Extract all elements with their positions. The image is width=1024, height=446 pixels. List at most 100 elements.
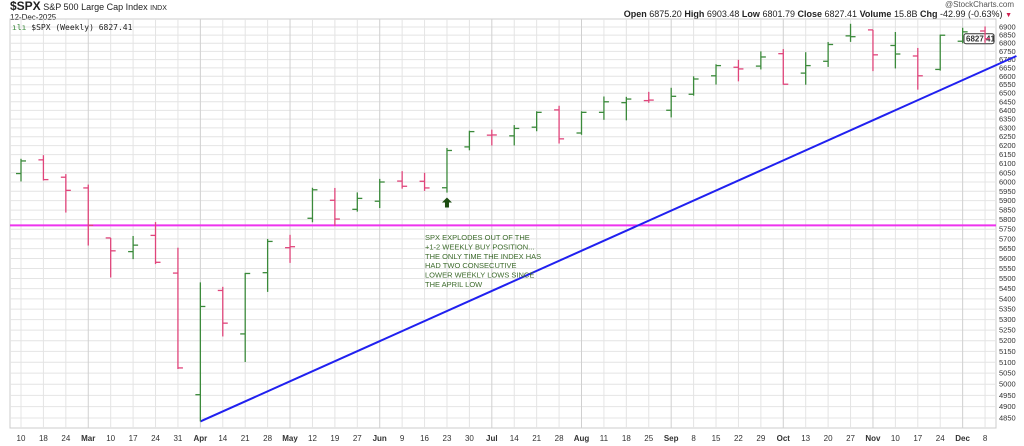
last-price-tag-box bbox=[963, 33, 995, 45]
triangle-down-icon: ▼ bbox=[1005, 12, 1012, 19]
x-tick-label: Jul bbox=[486, 434, 498, 443]
open-label: Open bbox=[623, 9, 647, 19]
index-name: S&P 500 Large Cap Index bbox=[43, 2, 148, 12]
y-tick-label: 5200 bbox=[999, 336, 1016, 345]
chg-label: Chg bbox=[920, 9, 938, 19]
trend-line bbox=[199, 55, 1017, 423]
up-arrow-icon bbox=[441, 197, 452, 208]
ohlc-bar bbox=[307, 187, 318, 223]
x-axis: 10 18 24 Mar 10 17 24 31 Apr 14 21 28 May 12 19 27 Jun 9 1… bbox=[17, 434, 988, 443]
x-tick-label: 14 bbox=[510, 434, 519, 443]
y-tick-label: 6900 bbox=[999, 23, 1016, 32]
plot-frame bbox=[9, 18, 997, 429]
y-tick-label: 6300 bbox=[999, 123, 1016, 132]
chg-value: -42.99 (-0.63%) bbox=[940, 9, 1003, 19]
ohlc-bar bbox=[598, 96, 609, 120]
y-tick-label: 5900 bbox=[999, 196, 1016, 205]
chart-title: $SPX S&P 500 Large Cap Index INDX bbox=[10, 0, 167, 15]
x-tick-label: 29 bbox=[756, 434, 765, 443]
x-tick-label: 24 bbox=[936, 434, 945, 443]
ohlc-bar bbox=[666, 87, 677, 118]
x-tick-label: Sep bbox=[664, 434, 679, 443]
ohlc-bar bbox=[262, 238, 273, 292]
exchange: INDX bbox=[150, 5, 167, 12]
y-tick-label: 4850 bbox=[999, 414, 1016, 423]
ohlc-bar bbox=[576, 111, 587, 135]
x-tick-label: 21 bbox=[241, 434, 250, 443]
ohlc-bar bbox=[755, 51, 766, 70]
y-tick-label: 6150 bbox=[999, 150, 1016, 159]
annotation-line: SPX EXPLODES OUT OF THE bbox=[425, 233, 530, 242]
x-tick-label: 27 bbox=[353, 434, 362, 443]
ohlc-bar bbox=[464, 130, 475, 151]
ohlc-bar bbox=[195, 282, 206, 422]
volume-value: 15.8B bbox=[893, 9, 918, 19]
x-tick-label: 16 bbox=[420, 434, 429, 443]
x-tick-label: 20 bbox=[824, 434, 833, 443]
x-tick-label: 18 bbox=[622, 434, 631, 443]
x-tick-label: 28 bbox=[263, 434, 272, 443]
y-tick-label: 6800 bbox=[999, 39, 1016, 48]
ohlc-bar-icon: ılı bbox=[12, 23, 27, 32]
annotation-line: LOWER WEEKLY LOWS SINCE bbox=[425, 271, 534, 280]
x-tick-label: 17 bbox=[913, 434, 922, 443]
low-value: 6801.79 bbox=[762, 9, 795, 19]
volume-label: Volume bbox=[859, 9, 892, 19]
ohlc-bars bbox=[16, 23, 991, 422]
x-tick-label: Dec bbox=[955, 434, 970, 443]
ohlc-bar bbox=[554, 105, 565, 144]
x-tick-label: May bbox=[282, 434, 298, 443]
high-label: High bbox=[684, 9, 705, 19]
last-price-tag: 6827.41 bbox=[966, 35, 995, 44]
y-tick-label: 6350 bbox=[999, 115, 1016, 124]
annotation-line: THE ONLY TIME THE INDEX HAS bbox=[425, 252, 541, 261]
ohlc-bar bbox=[643, 91, 654, 103]
ohlc-bar bbox=[105, 237, 116, 278]
x-tick-label: 10 bbox=[891, 434, 900, 443]
y-tick-label: 5800 bbox=[999, 215, 1016, 224]
ohlc-bar bbox=[397, 171, 408, 189]
y-tick-label: 5350 bbox=[999, 305, 1016, 314]
ohlc-bar bbox=[172, 247, 183, 370]
x-tick-label: 9 bbox=[400, 434, 405, 443]
annotation-line: +1-2 WEEKLY BUY POSITION... bbox=[425, 242, 534, 251]
x-tick-label: 14 bbox=[218, 434, 227, 443]
y-tick-label: 6050 bbox=[999, 168, 1016, 177]
x-tick-label: 8 bbox=[691, 434, 696, 443]
ohlc-bar bbox=[621, 96, 632, 121]
y-tick-label: 6000 bbox=[999, 178, 1016, 187]
y-tick-label: 6250 bbox=[999, 132, 1016, 141]
drawn-lines bbox=[10, 55, 1017, 423]
ohlc-bar bbox=[935, 34, 946, 71]
y-tick-label: 5050 bbox=[999, 369, 1016, 378]
y-tick-label: 5000 bbox=[999, 380, 1016, 389]
x-tick-label: 17 bbox=[129, 434, 138, 443]
low-label: Low bbox=[741, 9, 760, 19]
y-tick-label: 5250 bbox=[999, 326, 1016, 335]
y-tick-label: 5450 bbox=[999, 284, 1016, 293]
ohlc-bar bbox=[980, 26, 991, 43]
annotation-line: THE APRIL LOW bbox=[425, 280, 483, 289]
ohlc-bar bbox=[890, 31, 901, 69]
x-tick-label: Jun bbox=[373, 434, 387, 443]
x-tick-label: 18 bbox=[39, 434, 48, 443]
y-tick-label: 5100 bbox=[999, 358, 1016, 367]
x-tick-label: 28 bbox=[555, 434, 564, 443]
y-tick-label: 6200 bbox=[999, 141, 1016, 150]
y-tick-label: 5700 bbox=[999, 234, 1016, 243]
x-tick-label: 27 bbox=[846, 434, 855, 443]
ohlc-bar bbox=[441, 147, 452, 193]
annotations: SPX EXPLODES OUT OF THE+1-2 WEEKLY BUY P… bbox=[425, 197, 541, 289]
high-value: 6903.48 bbox=[706, 9, 740, 19]
y-tick-label: 5600 bbox=[999, 254, 1016, 263]
ohlc-bar bbox=[800, 52, 811, 85]
open-value: 6875.20 bbox=[649, 9, 682, 19]
y-tick-label: 6400 bbox=[999, 106, 1016, 115]
close-label: Close bbox=[797, 9, 823, 19]
x-tick-label: 11 bbox=[600, 434, 609, 443]
ohlc-bar bbox=[83, 184, 94, 246]
ohlc-bar bbox=[352, 192, 363, 212]
